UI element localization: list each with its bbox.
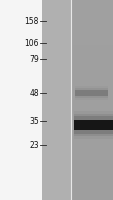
Bar <box>71 100 113 105</box>
Bar <box>71 160 113 165</box>
Bar <box>71 45 113 50</box>
Bar <box>71 135 113 140</box>
Bar <box>74 88 107 98</box>
Text: 79: 79 <box>29 54 38 64</box>
Bar <box>71 115 113 120</box>
Bar <box>71 10 113 15</box>
Bar <box>71 170 113 175</box>
Bar <box>71 150 113 155</box>
Text: 48: 48 <box>29 88 38 98</box>
Bar <box>74 90 107 96</box>
Bar <box>71 50 113 55</box>
Bar <box>71 40 113 45</box>
Bar <box>73 120 112 130</box>
Bar <box>71 155 113 160</box>
Bar <box>71 20 113 25</box>
Bar <box>71 60 113 65</box>
Text: 23: 23 <box>29 140 38 149</box>
Bar <box>71 85 113 90</box>
Bar <box>71 110 113 115</box>
Text: 35: 35 <box>29 116 38 126</box>
Bar <box>73 116 112 134</box>
Bar <box>73 114 112 136</box>
Bar <box>71 165 113 170</box>
Bar <box>71 180 113 185</box>
Bar <box>71 105 113 110</box>
Bar <box>71 70 113 75</box>
Bar <box>71 75 113 80</box>
Bar <box>71 185 113 190</box>
Bar <box>71 5 113 10</box>
Bar <box>71 30 113 35</box>
Bar <box>71 55 113 60</box>
Bar <box>71 80 113 85</box>
Bar <box>71 140 113 145</box>
Bar <box>71 120 113 125</box>
Bar <box>71 0 113 5</box>
Bar <box>42 0 71 200</box>
Bar <box>71 90 113 95</box>
Bar <box>71 15 113 20</box>
Bar <box>74 86 107 100</box>
Bar <box>71 125 113 130</box>
Bar <box>71 175 113 180</box>
Bar <box>71 65 113 70</box>
Bar <box>73 111 112 139</box>
Bar <box>71 25 113 30</box>
Bar <box>71 195 113 200</box>
Bar <box>71 0 113 200</box>
Bar <box>71 190 113 195</box>
Bar <box>71 130 113 135</box>
Bar <box>71 35 113 40</box>
Bar <box>71 145 113 150</box>
Text: 158: 158 <box>24 17 38 25</box>
Text: 106: 106 <box>24 38 38 47</box>
Bar <box>71 95 113 100</box>
